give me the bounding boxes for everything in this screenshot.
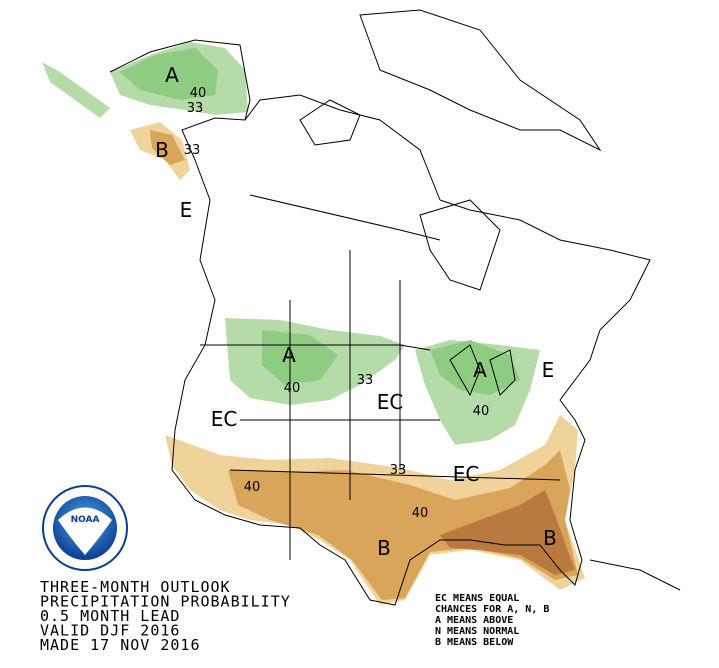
map-label: B bbox=[377, 536, 391, 560]
map-label: A bbox=[473, 358, 487, 382]
map-label: B bbox=[543, 526, 557, 550]
map-label: EC bbox=[211, 407, 238, 431]
map-label: E bbox=[542, 358, 555, 382]
title-line: MADE 17 NOV 2016 bbox=[40, 636, 201, 654]
noaa-logo: NOAA bbox=[42, 485, 128, 571]
map-label: 40 bbox=[473, 404, 490, 419]
legend-line: A MEANS ABOVE bbox=[435, 615, 513, 626]
legend-line: CHANCES FOR A, N, B bbox=[435, 604, 549, 615]
map-label: 33 bbox=[187, 101, 204, 116]
map-label: 33 bbox=[184, 143, 201, 158]
title-line: THREE-MONTH OUTLOOK bbox=[40, 578, 231, 596]
map-label: A bbox=[282, 343, 296, 367]
map-label: 40 bbox=[284, 381, 301, 396]
map-label: EC bbox=[453, 462, 480, 486]
logo-text: NOAA bbox=[71, 515, 100, 525]
map-label: EC bbox=[377, 390, 404, 414]
map-label: 40 bbox=[412, 506, 429, 521]
map-label: 40 bbox=[190, 86, 207, 101]
map-label: 40 bbox=[244, 480, 261, 495]
title-line: 0.5 MONTH LEAD bbox=[40, 607, 180, 625]
map-label: 33 bbox=[357, 373, 374, 388]
coastlines bbox=[109, 9, 681, 606]
legend-line: N MEANS NORMAL bbox=[435, 626, 519, 637]
map-label: A bbox=[165, 63, 179, 87]
legend-line: B MEANS BELOW bbox=[435, 637, 514, 648]
title-line: VALID DJF 2016 bbox=[40, 622, 180, 640]
map-label: 33 bbox=[390, 463, 407, 478]
map-label: E bbox=[180, 198, 193, 222]
legend-line: EC MEANS EQUAL bbox=[435, 593, 519, 604]
shading bbox=[42, 42, 585, 605]
map-label: B bbox=[155, 138, 169, 162]
title-line: PRECIPITATION PROBABILITY bbox=[40, 593, 291, 611]
